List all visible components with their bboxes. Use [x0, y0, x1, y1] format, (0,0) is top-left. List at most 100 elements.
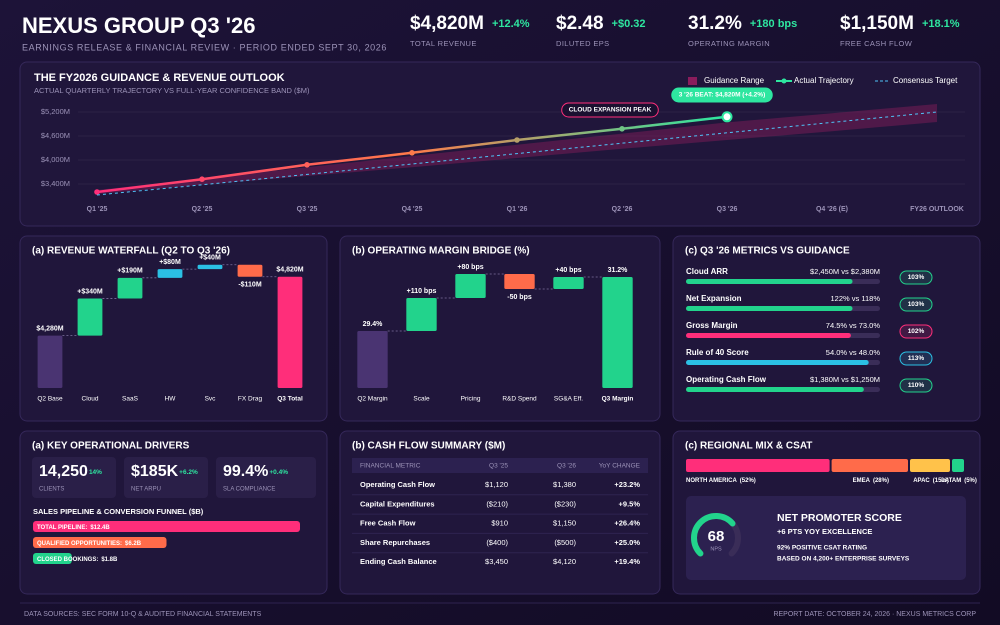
- x-tick-label: R&D Spend: [502, 396, 537, 403]
- nps-note: BASED ON 4,200+ ENTERPRISE SURVEYS: [777, 556, 910, 563]
- bar: [277, 276, 303, 388]
- data-point: [199, 176, 205, 182]
- bar: [455, 274, 486, 298]
- chart-subtitle: ACTUAL QUARTERLY TRAJECTORY VS FULL-YEAR…: [34, 86, 310, 95]
- metric-detail: 122% vs 118%: [831, 294, 881, 303]
- table-header: Q3 '26: [557, 463, 576, 470]
- segment-category: LATAM: [941, 478, 961, 484]
- value-label: +110 bps: [407, 288, 437, 295]
- legend-label: Actual Trajectory: [794, 76, 854, 85]
- legend-label: Consensus Target: [893, 76, 958, 85]
- tile-label: SLA COMPLIANCE: [223, 487, 275, 493]
- footer-left: DATA SOURCES: SEC FORM 10-Q & AUDITED FI…: [24, 611, 262, 618]
- funnel-category: CLOSED BOOKINGS:: [37, 557, 98, 563]
- segment: [952, 459, 964, 472]
- x-tick-label: FY26 OUTLOOK: [910, 206, 964, 213]
- nps-title: NET PROMOTER SCORE: [777, 512, 902, 524]
- bar: [686, 306, 853, 311]
- segment-value: (15%): [933, 478, 949, 484]
- table-cell: +9.5%: [619, 499, 641, 508]
- funnel-bar: [33, 537, 167, 548]
- value-label: +$190M: [117, 268, 143, 275]
- table-cell: Operating Cash Flow: [360, 480, 435, 489]
- pill-label: 102%: [908, 328, 925, 335]
- data-point: [514, 137, 520, 143]
- tile-number: $185K: [131, 463, 179, 480]
- tile-number: 14,250: [39, 463, 88, 480]
- pill-label: 103%: [908, 301, 925, 308]
- pill: [899, 270, 933, 285]
- x-tick-label: Svc: [205, 396, 217, 403]
- page-subtitle: EARNINGS RELEASE & FINANCIAL REVIEW · PE…: [22, 42, 387, 52]
- funnel-label: TOTAL PIPELINE: $12.4B: [37, 525, 110, 531]
- funnel-category: QUALIFIED OPPORTUNITIES:: [37, 541, 122, 547]
- segment-label: NORTH AMERICA (52%): [686, 478, 756, 484]
- bar: [357, 331, 388, 388]
- kpi-change: +180 bps: [750, 18, 797, 30]
- chart-title: (b) OPERATING MARGIN BRIDGE (%): [352, 246, 530, 257]
- x-tick-label: Q2 '26: [612, 206, 633, 213]
- x-tick-label: Q2 Margin: [357, 396, 388, 403]
- metric-name: Operating Cash Flow: [686, 375, 767, 384]
- bar: [406, 298, 437, 331]
- pill: [899, 324, 933, 339]
- x-tick-label: Cloud: [82, 396, 99, 403]
- value-label: $4,820M: [276, 267, 303, 274]
- table-cell: ($500): [554, 538, 576, 547]
- funnel-label: QUALIFIED OPPORTUNITIES: $6.2B: [37, 541, 142, 547]
- data-point: [409, 150, 415, 156]
- x-tick-label: Q4 '26 (E): [816, 206, 848, 213]
- metric-name: Net Expansion: [686, 294, 742, 303]
- gauge-number: 68: [708, 528, 725, 545]
- legend-swatch: [781, 78, 787, 84]
- kpi-label: TOTAL REVENUE: [410, 39, 477, 48]
- kpi-change: +12.4%: [492, 18, 530, 30]
- metric-name: Cloud ARR: [686, 267, 728, 276]
- bar: [553, 277, 584, 289]
- data-point: [721, 111, 733, 123]
- kpi: $1,150M +18.1%: [840, 13, 960, 34]
- funnel-value: $1.8B: [101, 557, 118, 563]
- footer-right: REPORT DATE: OCTOBER 24, 2026 · NEXUS ME…: [773, 611, 976, 618]
- kpi-label: FREE CASH FLOW: [840, 39, 913, 48]
- x-tick-label: Q3 Margin: [602, 396, 634, 403]
- data-point: [304, 162, 310, 168]
- x-tick-label: Q2 '25: [192, 206, 213, 213]
- table-cell: +26.4%: [614, 519, 640, 528]
- segment-value: (28%): [873, 478, 889, 484]
- bar: [237, 264, 263, 277]
- kpi-value: $4,820M: [410, 13, 484, 34]
- table-cell: $3,450: [485, 557, 508, 566]
- table-cell: $1,380: [553, 480, 576, 489]
- bar: [197, 264, 223, 270]
- confidence-band: [97, 104, 937, 194]
- chart-title: (c) Q3 '26 METRICS VS GUIDANCE: [685, 246, 850, 257]
- y-tick-label: $3,400M: [41, 179, 70, 188]
- page-title: NEXUS GROUP Q3 '26: [22, 13, 255, 38]
- tile: [32, 457, 116, 498]
- bar: [686, 333, 851, 338]
- bar: [686, 279, 853, 284]
- tile-label: CLIENTS: [39, 487, 64, 493]
- y-tick-label: $4,600M: [41, 131, 70, 140]
- segment: [910, 459, 950, 472]
- table-header: YoY CHANGE: [599, 463, 641, 470]
- bar: [77, 298, 103, 336]
- table-cell: ($210): [486, 499, 508, 508]
- annotation-text: 3 '26 BEAT: $4,820M (+4.2%): [679, 92, 766, 99]
- tile-value: 14,25014%: [39, 463, 102, 480]
- kpi-value: $1,150M: [840, 13, 914, 34]
- tile-value: $185K+6.2%: [131, 463, 198, 480]
- value-label: -$110M: [238, 282, 262, 289]
- x-tick-label: Pricing: [461, 396, 481, 403]
- x-tick-label: Q3 '25: [297, 206, 318, 213]
- kpi: 31.2% +180 bps: [688, 13, 797, 34]
- x-tick-label: SG&A Eff.: [554, 396, 583, 403]
- metric-name: Rule of 40 Score: [686, 348, 749, 357]
- value-label: +$80M: [159, 259, 181, 266]
- kpi-label: OPERATING MARGIN: [688, 39, 770, 48]
- tile-change: +0.4%: [269, 469, 288, 476]
- table-header-band: [352, 458, 648, 473]
- kpi-change: +$0.32: [612, 18, 646, 30]
